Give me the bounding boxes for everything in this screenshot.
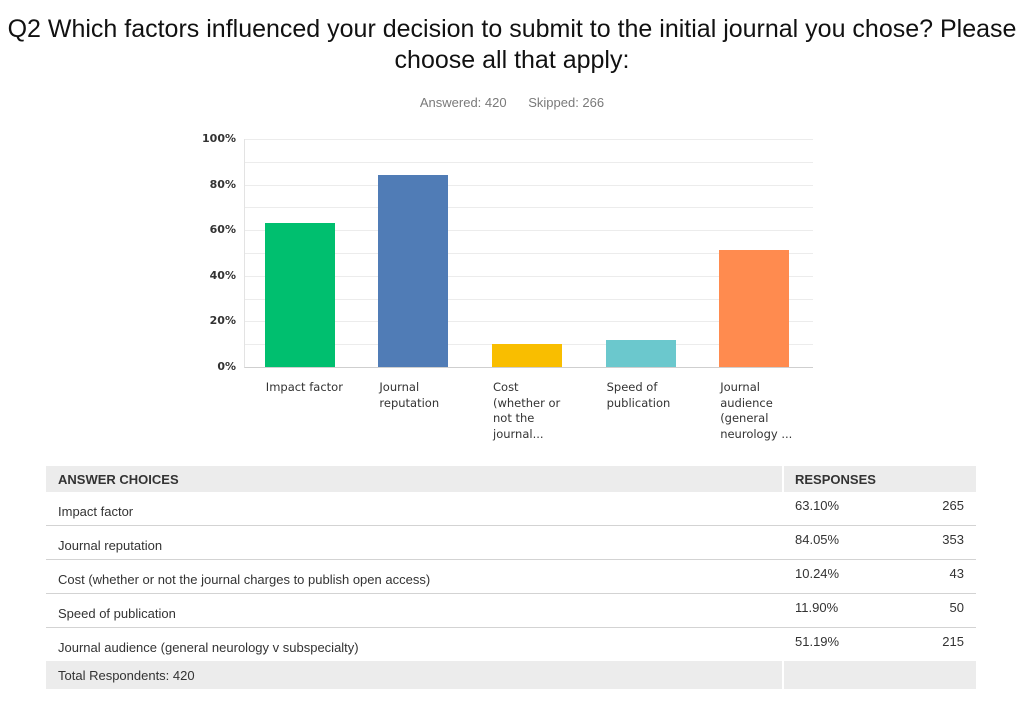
x-tick-label: Impact factor: [265, 380, 343, 394]
column-divider: [782, 466, 784, 492]
gridline: [245, 298, 813, 300]
x-tick-label: Journal audience (general neurology ...: [720, 380, 793, 441]
gridline: [245, 139, 813, 140]
row-count: 353: [942, 532, 964, 547]
bar[interactable]: [605, 339, 676, 367]
row-choice: Journal reputation: [58, 538, 163, 553]
gridline: [245, 161, 813, 163]
gridline: [245, 321, 813, 323]
y-tick-label: 20%: [209, 314, 236, 328]
header-responses: RESPONSES: [795, 472, 876, 487]
table-row: Speed of publication 11.90% 50: [46, 594, 976, 628]
row-choice: Cost (whether or not the journal charges…: [58, 572, 431, 587]
y-tick-label: 100%: [202, 132, 236, 145]
bar[interactable]: [719, 250, 790, 367]
row-choice: Journal audience (general neurology v su…: [58, 640, 359, 655]
skipped-count: Skipped: 266: [528, 95, 605, 110]
row-choice: Impact factor: [58, 504, 134, 519]
bar-chart-plot: [244, 139, 813, 368]
row-count: 265: [942, 498, 964, 513]
x-tick-label: Journal reputation: [379, 380, 440, 410]
gridline: [245, 253, 813, 254]
row-percent: 84.05%: [795, 532, 840, 547]
header-answer-choices: ANSWER CHOICES: [58, 472, 179, 487]
y-tick-label: 40%: [209, 268, 236, 282]
responses-table: ANSWER CHOICES RESPONSES Impact factor 6…: [46, 466, 976, 689]
table-row: Impact factor 63.10% 265: [46, 492, 976, 526]
y-tick-label: 60%: [209, 223, 236, 237]
total-respondents: Total Respondents: 420: [58, 668, 195, 683]
row-count: 50: [949, 600, 964, 615]
bar[interactable]: [492, 343, 562, 367]
column-divider: [782, 661, 784, 689]
row-count: 43: [949, 566, 964, 581]
y-tick-label: 0%: [217, 360, 236, 373]
response-stats: Answered: 420 Skipped: 266: [0, 95, 1024, 110]
x-tick-label: Cost (whether or not the journal...: [493, 380, 561, 441]
table-row: Cost (whether or not the journal charges…: [46, 560, 976, 594]
question-title: Q2 Which factors influenced your decisio…: [7, 15, 1017, 74]
y-tick-label: 80%: [209, 177, 236, 191]
row-percent: 10.24%: [795, 566, 840, 581]
row-percent: 11.90%: [795, 600, 839, 615]
gridline: [245, 184, 813, 186]
gridline: [245, 275, 813, 277]
row-percent: 63.10%: [795, 498, 840, 513]
table-header: ANSWER CHOICES RESPONSES: [46, 466, 976, 492]
row-choice: Speed of publication: [58, 606, 176, 621]
table-row: Journal reputation 84.05% 353: [46, 526, 976, 560]
bar[interactable]: [378, 175, 449, 367]
row-count: 215: [942, 634, 964, 649]
row-percent: 51.19%: [795, 634, 840, 649]
table-footer: Total Respondents: 420: [46, 661, 976, 689]
gridline: [245, 207, 813, 209]
bar[interactable]: [264, 223, 335, 367]
x-tick-label: Speed of publication: [606, 380, 671, 410]
answered-count: Answered: 420: [419, 95, 507, 110]
table-row: Journal audience (general neurology v su…: [46, 628, 976, 661]
gridline: [245, 230, 813, 232]
